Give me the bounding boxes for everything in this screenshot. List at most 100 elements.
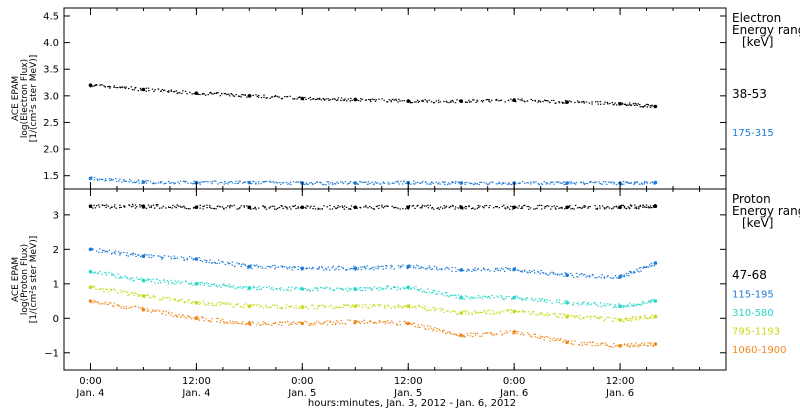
data-point [236, 262, 238, 264]
data-point [628, 320, 630, 322]
data-point [441, 308, 443, 310]
data-point [113, 275, 115, 277]
data-point [317, 208, 319, 210]
data-point [277, 266, 279, 268]
data-point [633, 344, 635, 346]
data-point [483, 207, 485, 209]
data-point [270, 306, 272, 308]
data-point [614, 102, 616, 104]
data-point [644, 182, 646, 184]
data-point [194, 91, 199, 95]
data-point [633, 271, 635, 273]
data-point [201, 316, 203, 318]
data-point [644, 315, 646, 317]
data-point [632, 345, 634, 348]
data-point [578, 101, 581, 103]
data-point [301, 269, 303, 271]
data-point [531, 270, 533, 272]
data-point [513, 312, 515, 314]
data-point [369, 182, 371, 184]
data-point [523, 270, 526, 272]
data-point [510, 205, 512, 207]
data-point [436, 266, 438, 268]
data-point [581, 303, 583, 305]
data-point [294, 266, 297, 268]
data-point [521, 298, 523, 300]
data-point [320, 99, 322, 101]
data-point [309, 182, 311, 184]
data-point [411, 102, 413, 104]
data-point [146, 308, 148, 310]
data-point [378, 98, 380, 100]
data-point [551, 271, 553, 273]
data-point [499, 330, 502, 332]
data-point [275, 288, 277, 290]
data-point [193, 317, 195, 319]
data-point [281, 205, 283, 207]
data-point [594, 277, 596, 279]
data-point [531, 299, 533, 301]
data-point [480, 311, 482, 313]
data-point [554, 340, 556, 342]
data-point [285, 304, 288, 306]
data-point [390, 288, 393, 290]
data-point [600, 342, 603, 344]
data-point [96, 301, 99, 303]
data-point [262, 181, 264, 183]
data-point [235, 94, 237, 96]
data-point [269, 181, 271, 183]
data-point [335, 320, 338, 322]
data-point [205, 180, 207, 182]
data-point [465, 208, 467, 210]
data-point [271, 324, 273, 326]
data-point [258, 285, 261, 287]
data-point [620, 274, 623, 276]
data-point [112, 179, 114, 181]
data-point [546, 100, 548, 102]
data-point [303, 183, 305, 185]
data-point [172, 182, 175, 184]
data-point [489, 270, 491, 272]
data-point [642, 344, 645, 346]
data-point [412, 322, 415, 325]
data-point [300, 305, 305, 310]
data-point [377, 287, 379, 289]
data-point [614, 305, 616, 307]
data-point [242, 94, 245, 96]
data-point [519, 333, 522, 335]
data-point [618, 306, 620, 308]
data-point [554, 273, 557, 275]
data-point [611, 277, 613, 279]
data-point [378, 266, 380, 268]
data-point [290, 289, 292, 291]
data-point [177, 181, 179, 183]
data-point [571, 340, 573, 342]
data-point [443, 329, 445, 331]
data-point [198, 282, 200, 284]
data-point [238, 263, 240, 265]
data-point [550, 208, 552, 210]
data-point [93, 285, 95, 287]
data-point [487, 268, 490, 270]
data-point [199, 204, 201, 206]
data-point [183, 301, 185, 303]
data-point [444, 268, 446, 270]
data-point [321, 266, 323, 268]
data-point [334, 323, 337, 325]
data-point [585, 276, 588, 278]
data-point [401, 307, 403, 309]
data-point [142, 307, 144, 309]
data-point [523, 205, 525, 207]
data-point [302, 99, 304, 101]
data-point [266, 265, 269, 267]
data-point [485, 204, 488, 207]
data-point [297, 321, 299, 323]
data-point [133, 89, 135, 91]
data-point [466, 101, 469, 103]
data-point [413, 180, 415, 182]
data-point [203, 284, 205, 286]
data-point [329, 269, 331, 271]
data-point [326, 320, 328, 322]
data-point [251, 183, 253, 185]
data-point [378, 204, 380, 207]
